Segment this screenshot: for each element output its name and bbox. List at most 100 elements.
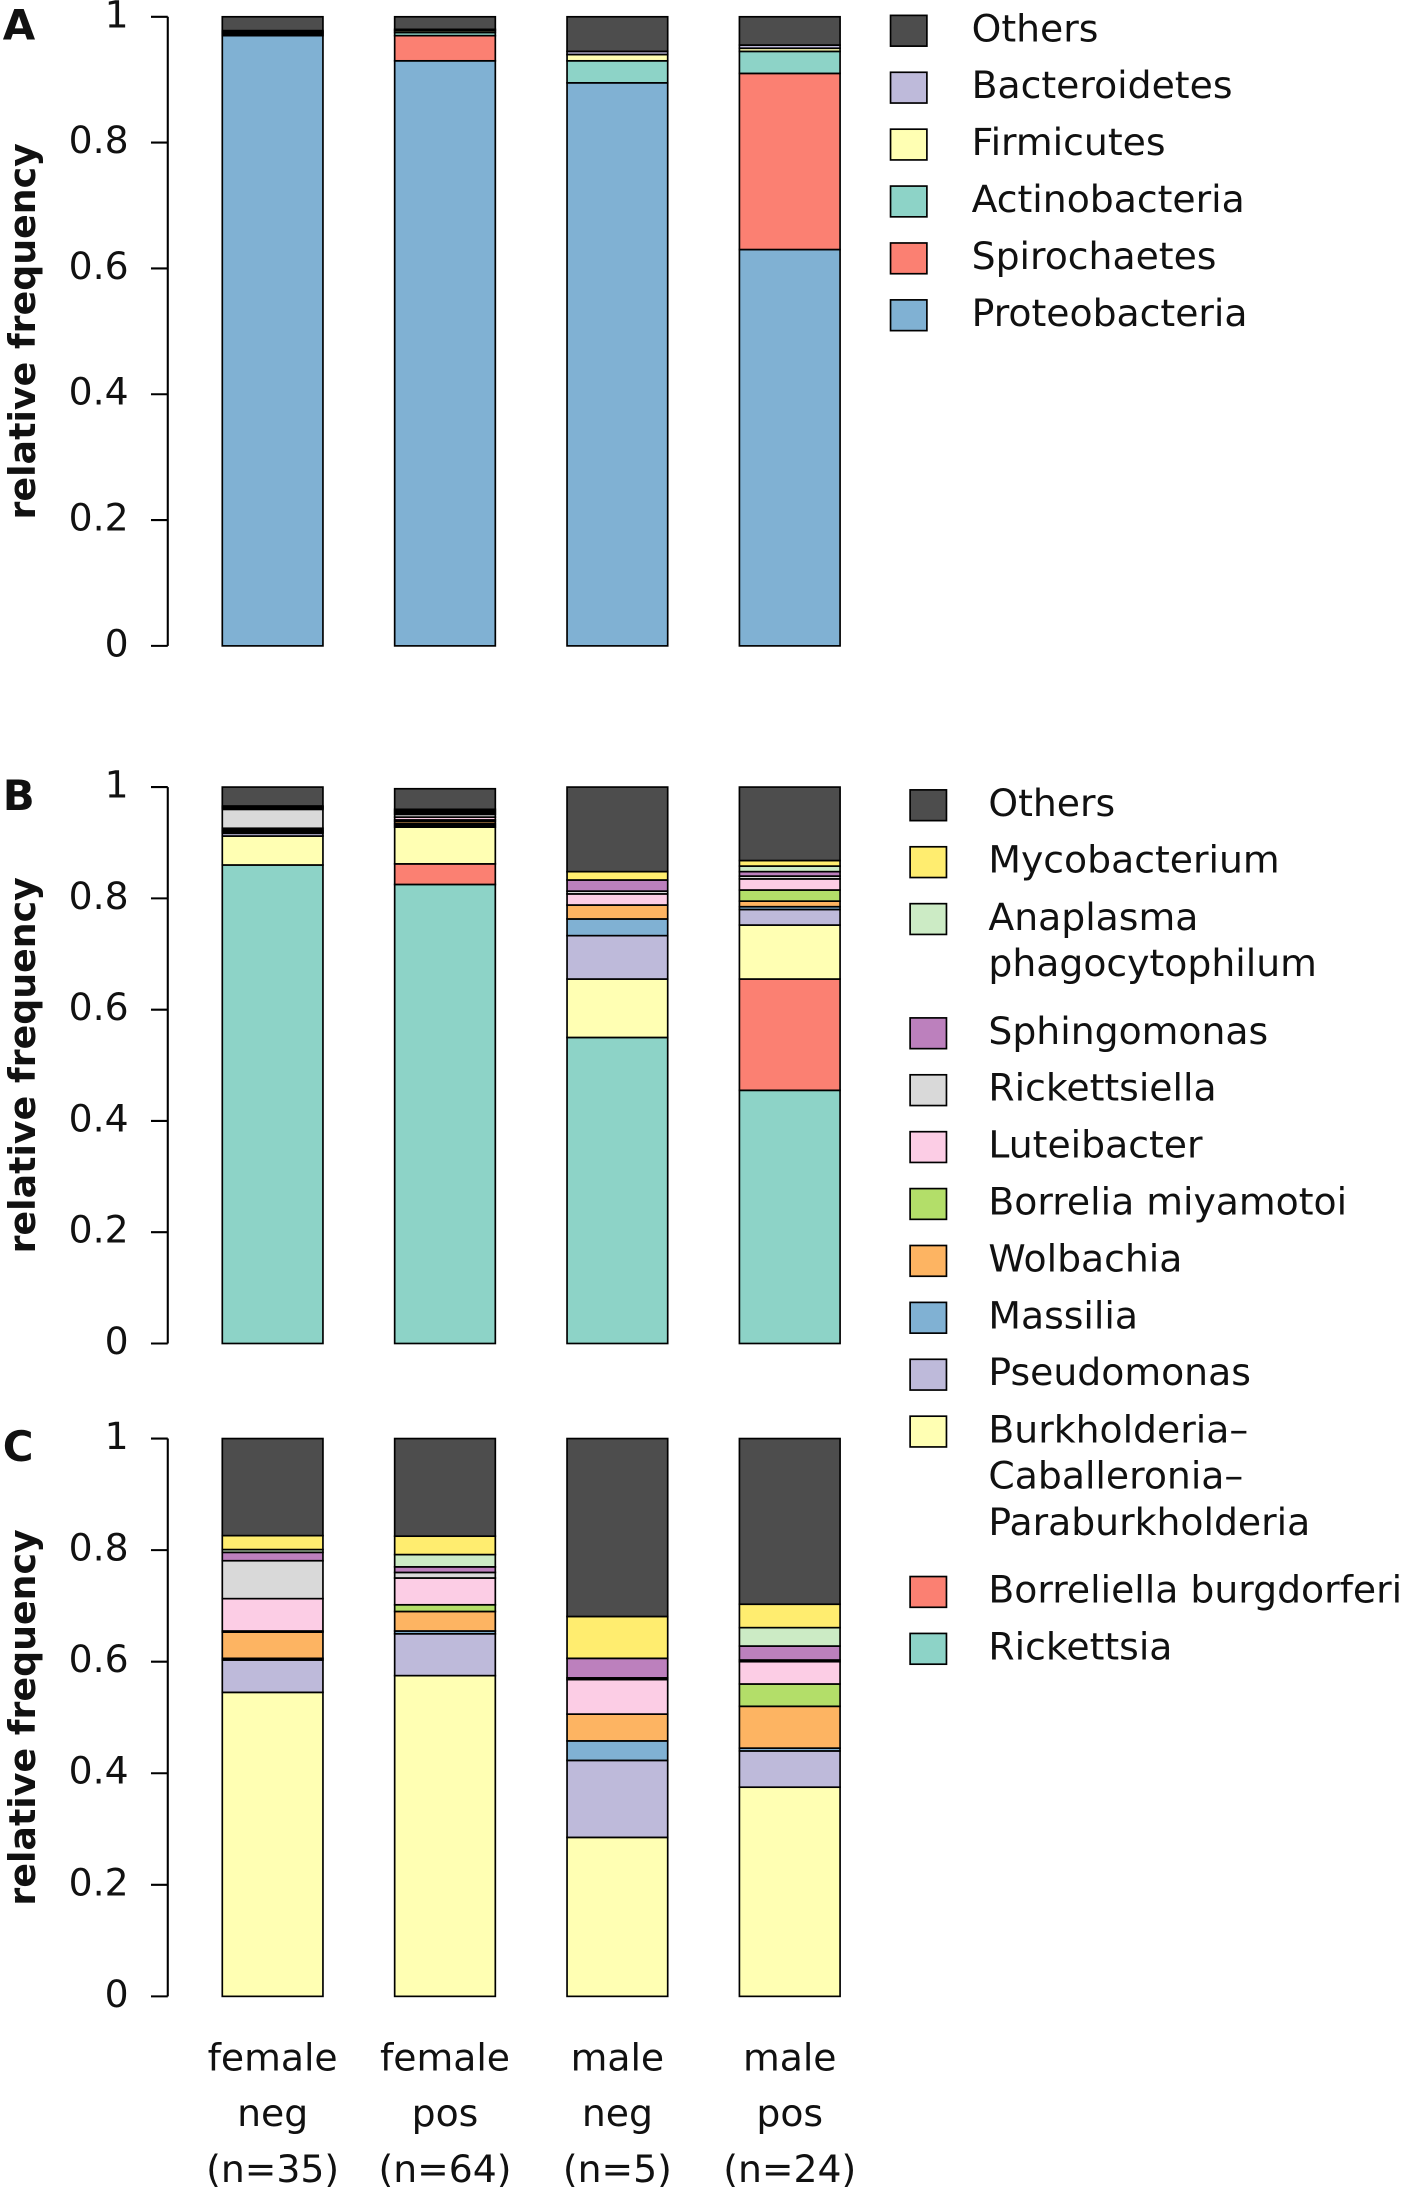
bar-segment bbox=[566, 1615, 669, 1660]
x-tick-label: male pos (n=24) bbox=[723, 2035, 856, 2191]
bar-segment bbox=[738, 1786, 841, 1998]
legend-swatch bbox=[909, 1575, 948, 1609]
legend-label: Spirochaetes bbox=[972, 234, 1217, 278]
bar-segment bbox=[738, 248, 841, 647]
y-tick-label: 0.2 bbox=[69, 496, 129, 540]
legend-label: Others bbox=[988, 781, 1115, 825]
bar-segment bbox=[566, 1657, 669, 1679]
y-tick-label: 0.8 bbox=[69, 1526, 129, 1570]
legend-swatch bbox=[909, 1415, 948, 1448]
y-tick-label: 0.8 bbox=[69, 874, 129, 918]
bar-segment bbox=[221, 1551, 324, 1562]
y-axis-label: relative frequency bbox=[1, 877, 44, 1254]
legend-label: Proteobacteria bbox=[972, 291, 1248, 335]
bar-segment bbox=[738, 908, 841, 926]
y-tick-label: 0.2 bbox=[69, 1860, 129, 1904]
bar-segment bbox=[738, 889, 841, 902]
bar-segment bbox=[393, 1674, 497, 1998]
legend-swatch bbox=[909, 1632, 948, 1666]
legend-swatch bbox=[889, 14, 928, 47]
bar-segment bbox=[393, 1437, 497, 1538]
bar-segment bbox=[221, 1437, 324, 1537]
bar-segment bbox=[566, 893, 669, 906]
bar-segment bbox=[566, 1713, 669, 1742]
legend-swatch bbox=[909, 902, 948, 936]
bar-segment bbox=[566, 53, 669, 62]
panel-letter: B bbox=[3, 771, 35, 820]
bar-segment bbox=[566, 978, 669, 1039]
y-tick-label: 0 bbox=[105, 1972, 129, 2016]
legend-swatch bbox=[889, 299, 928, 332]
bar-segment bbox=[566, 81, 669, 647]
bar-segment bbox=[738, 72, 841, 251]
x-tick-label: female pos (n=64) bbox=[378, 2035, 511, 2191]
legend-swatch bbox=[909, 789, 948, 822]
bar-segment bbox=[393, 1632, 497, 1677]
legend-swatch bbox=[909, 1301, 948, 1334]
bar-segment bbox=[738, 1437, 841, 1606]
bar-segment bbox=[393, 34, 497, 62]
bar-segment bbox=[738, 878, 841, 891]
y-tick-label: 0 bbox=[105, 621, 129, 665]
bar-segment bbox=[221, 786, 324, 807]
bar-segment bbox=[566, 1036, 669, 1345]
bar-segment bbox=[393, 59, 497, 647]
legend-label: Others bbox=[972, 6, 1099, 50]
y-tick-label: 0.4 bbox=[69, 1096, 129, 1140]
x-tick-label: male neg (n=5) bbox=[563, 2035, 672, 2191]
bar-segment bbox=[566, 15, 669, 53]
y-tick-label: 0.8 bbox=[69, 118, 129, 162]
bar-segment bbox=[566, 934, 669, 980]
bar-segment bbox=[738, 924, 841, 980]
y-tick-label: 1 bbox=[105, 1414, 129, 1458]
legend-swatch bbox=[909, 1244, 948, 1278]
legend-label: Actinobacteria bbox=[972, 177, 1245, 221]
legend-swatch bbox=[909, 1187, 948, 1221]
legend-swatch bbox=[909, 845, 948, 879]
bar-segment bbox=[221, 1534, 324, 1551]
bar-segment bbox=[738, 1626, 841, 1647]
y-tick-label: 1 bbox=[105, 0, 129, 36]
bar-segment bbox=[738, 1089, 841, 1345]
bar-segment bbox=[221, 1691, 324, 1998]
bar-segment bbox=[566, 786, 669, 873]
y-axis-label: relative frequency bbox=[1, 143, 44, 520]
legend-label: Anaplasma phagocytophilum bbox=[988, 895, 1317, 985]
y-tick-label: 0.6 bbox=[69, 244, 129, 288]
bar-segment bbox=[566, 904, 669, 920]
legend-swatch bbox=[889, 71, 928, 104]
legend-label: Pseudomonas bbox=[988, 1350, 1250, 1394]
bar-segment bbox=[566, 918, 669, 937]
y-tick-label: 0.2 bbox=[69, 1208, 129, 1252]
legend-label: Rickettsia bbox=[988, 1624, 1172, 1668]
bar-segment bbox=[738, 1683, 841, 1708]
bar-segment bbox=[221, 1559, 324, 1600]
legend-swatch bbox=[889, 128, 928, 161]
bar-segment bbox=[738, 786, 841, 862]
legend-label: Rickettsiella bbox=[988, 1066, 1216, 1110]
bar-segment bbox=[566, 1759, 669, 1839]
y-tick-label: 0.6 bbox=[69, 985, 129, 1029]
bar-segment bbox=[738, 978, 841, 1092]
legend-swatch bbox=[909, 1358, 948, 1391]
bar-segment bbox=[221, 835, 324, 866]
legend-label: Borrelia miyamotoi bbox=[988, 1179, 1347, 1223]
legend-label: Massilia bbox=[988, 1293, 1138, 1337]
legend-label: Luteibacter bbox=[988, 1123, 1203, 1167]
legend-swatch bbox=[909, 1017, 948, 1050]
bar-segment bbox=[566, 1740, 669, 1762]
y-tick-label: 1 bbox=[105, 763, 129, 807]
y-tick-label: 0.4 bbox=[69, 1749, 129, 1793]
legend-label: Firmicutes bbox=[972, 120, 1166, 164]
legend-label: Burkholderia– Caballeronia– Paraburkholder… bbox=[988, 1407, 1310, 1543]
bar-segment bbox=[221, 15, 324, 32]
legend-label: Sphingomonas bbox=[988, 1009, 1268, 1053]
bar-segment bbox=[566, 1678, 669, 1715]
legend-swatch bbox=[889, 185, 928, 218]
bar-segment bbox=[393, 15, 497, 31]
y-tick-label: 0 bbox=[105, 1319, 129, 1363]
legend-label: Bacteroidetes bbox=[972, 63, 1233, 107]
bar-segment bbox=[221, 34, 324, 647]
